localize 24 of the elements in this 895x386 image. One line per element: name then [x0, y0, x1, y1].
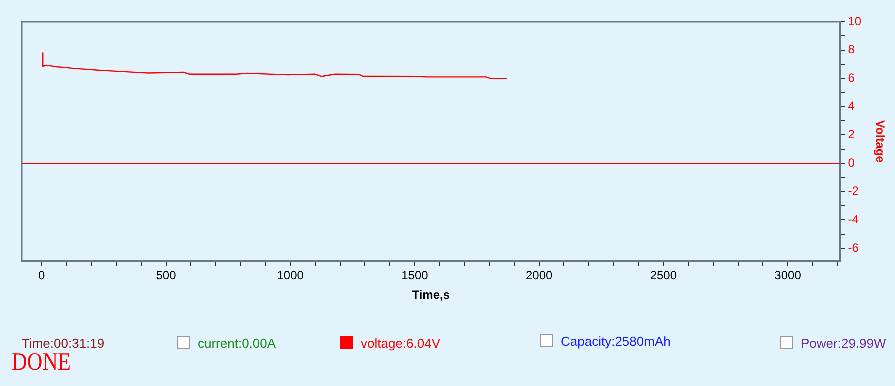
text: Time:00:31:19 — [22, 336, 105, 351]
x-tick-label: 2000 — [526, 268, 553, 283]
text: Power:29.99W — [801, 336, 886, 351]
text: Capacity:2580mAh — [561, 334, 671, 349]
text: voltage:6.04V — [361, 336, 441, 351]
y-tick-label: 8 — [848, 42, 856, 57]
y-tick-label: 4 — [848, 99, 856, 114]
y-tick-label: -4 — [848, 212, 860, 226]
y-tick-label: 10 — [848, 14, 862, 28]
x-axis-title: Time,s — [412, 288, 450, 302]
y-tick-label: 0 — [848, 156, 856, 170]
x-tick-label: 3000 — [774, 268, 802, 283]
text: current:0.00A — [198, 336, 276, 351]
y-tick-label: 2 — [848, 128, 856, 142]
x-tick-label: 1000 — [277, 268, 304, 283]
x-tick-label: 1500 — [402, 268, 429, 283]
y-tick-label: -6 — [848, 240, 860, 255]
text: DONE — [12, 349, 72, 377]
y-axis-title: Voltage — [873, 120, 888, 164]
x-tick-label: 2500 — [650, 268, 678, 283]
x-tick-label: 0 — [38, 268, 46, 283]
y-tick-label: -2 — [848, 184, 860, 198]
y-tick-label: 6 — [848, 70, 856, 85]
x-tick-label: 500 — [156, 268, 177, 283]
